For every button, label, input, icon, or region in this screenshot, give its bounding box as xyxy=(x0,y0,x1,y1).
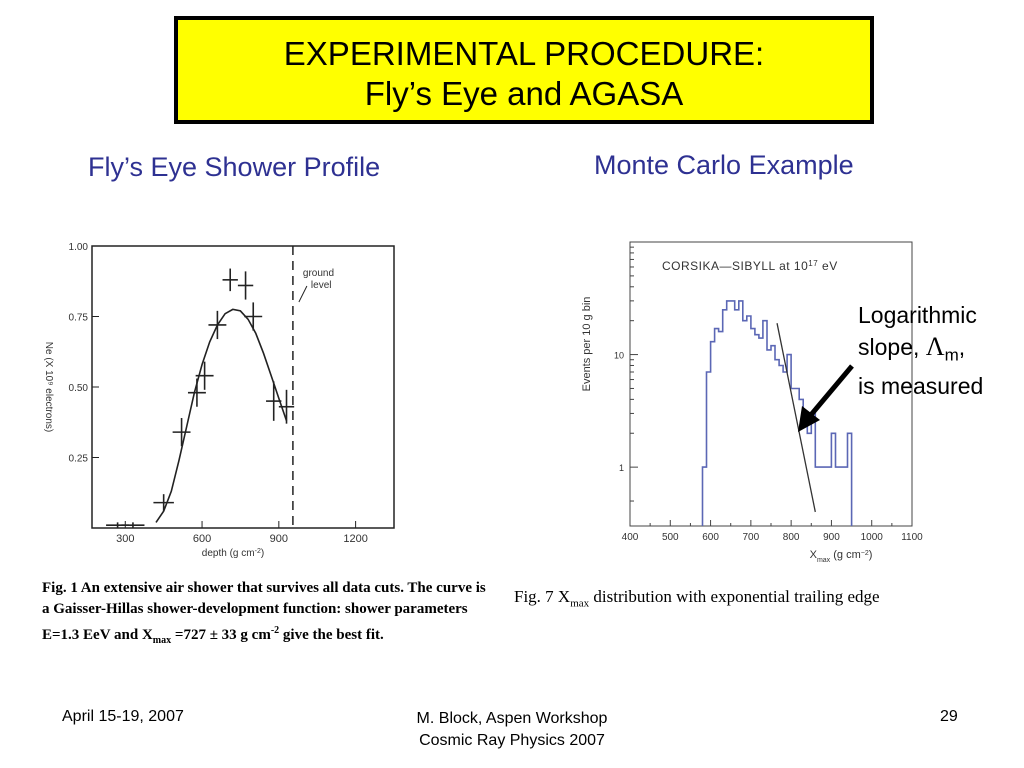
x-tick-label: 600 xyxy=(702,532,719,543)
shower-profile-chart: 300 600 900 1200 0.25 0.50 0.75 1.00 depth (g cm… xyxy=(43,242,395,560)
x-tick-label: 300 xyxy=(116,533,134,545)
left-caption: Fig. 1 An extensive air shower that surv… xyxy=(42,578,492,651)
right-heading: Monte Carlo Example xyxy=(594,150,854,180)
left-caption-text3: give the best fit. xyxy=(279,627,384,643)
x-tick-label: 500 xyxy=(662,532,679,543)
left-caption-sup: -2 xyxy=(270,625,280,636)
annotation-slope: slope, xyxy=(858,334,920,360)
ground-level-label-1: ground xyxy=(303,268,334,279)
lambda-subscript: m xyxy=(944,345,959,365)
left-caption-sub: max xyxy=(152,635,172,646)
right-caption-text1: Fig. 7 X xyxy=(514,587,571,606)
ground-level-pointer xyxy=(298,285,308,303)
slope-annotation: Logarithmic slope, Λm, is measured xyxy=(858,300,983,402)
data-point xyxy=(237,271,254,300)
ground-level-label-2: level xyxy=(311,280,332,291)
slide-title-line1: EXPERIMENTAL PROCEDURE: xyxy=(283,35,765,72)
y-axis-label: Ne (X 10⁹ electrons) xyxy=(43,342,54,432)
x-tick-label: 1100 xyxy=(901,532,923,543)
footer-center-line2: Cosmic Ray Physics 2007 xyxy=(419,732,605,749)
data-point xyxy=(172,418,191,447)
right-caption-text2: distribution with exponential trailing e… xyxy=(589,587,880,606)
x-tick-label: 800 xyxy=(783,532,800,543)
data-point xyxy=(266,381,282,421)
data-point xyxy=(244,302,263,331)
left-plot-frame xyxy=(91,245,395,529)
footer-center: M. Block, Aspen Workshop Cosmic Ray Phys… xyxy=(380,708,644,752)
x-axis-label: depth (g cm-2) xyxy=(202,548,264,560)
right-caption: Fig. 7 Xmax distribution with exponentia… xyxy=(514,587,1014,609)
annotation-line1: Logarithmic xyxy=(858,302,977,328)
x-tick-label: 400 xyxy=(622,532,639,543)
data-point xyxy=(222,268,238,292)
footer-date: April 15-19, 2007 xyxy=(62,708,184,725)
y-tick-label: 1.00 xyxy=(69,242,89,253)
annotation-line2: slope, Λm, xyxy=(858,331,983,371)
x-tick-label: 1000 xyxy=(861,532,884,543)
xmax-histogram-chart: 400 500 600 700 800 900 1000 1100 1 10 CORSIKA—SI… xyxy=(581,241,923,564)
left-caption-text2: =727 ± 33 g cm xyxy=(171,627,271,643)
y-tick-label: 0.50 xyxy=(69,383,89,394)
y-tick-label: 0.75 xyxy=(69,313,89,324)
left-caption-text1: Fig. 1 An extensive air shower that surv… xyxy=(42,580,486,643)
annotation-comma: , xyxy=(958,334,966,360)
gaisser-hillas-fit-curve xyxy=(155,308,288,523)
right-caption-sub: max xyxy=(570,597,590,610)
lambda-symbol: Λ xyxy=(925,332,945,361)
y-tick-label: 10 xyxy=(614,351,624,361)
y-tick-label: 1 xyxy=(619,463,624,473)
slide-title-line2: Fly’s Eye and AGASA xyxy=(364,75,684,112)
x-tick-label: 700 xyxy=(743,532,760,543)
exponential-fit-line xyxy=(776,323,816,513)
slide-number: 29 xyxy=(940,708,958,725)
title-box: EXPERIMENTAL PROCEDURE: Fly’s Eye and AG… xyxy=(174,16,874,124)
left-heading: Fly’s Eye Shower Profile xyxy=(88,152,381,182)
x-tick-label: 900 xyxy=(270,533,288,545)
y-axis-label: Events per 10 g bin xyxy=(581,297,593,392)
footer-center-line1: M. Block, Aspen Workshop xyxy=(416,710,608,727)
x-tick-label: 900 xyxy=(823,532,840,543)
x-axis-label: Xmax (g cm−2) xyxy=(810,549,873,564)
x-tick-label: 600 xyxy=(193,533,211,545)
annotation-arrow xyxy=(798,364,854,432)
y-tick-label: 0.25 xyxy=(69,454,89,465)
histogram-outline xyxy=(701,300,853,526)
annotation-line3: is measured xyxy=(858,372,984,399)
data-point xyxy=(121,522,145,528)
x-tick-label: 1200 xyxy=(343,533,367,545)
data-point xyxy=(153,494,174,512)
histogram-title: CORSIKA—SIBYLL at 1017 eV xyxy=(662,259,838,274)
